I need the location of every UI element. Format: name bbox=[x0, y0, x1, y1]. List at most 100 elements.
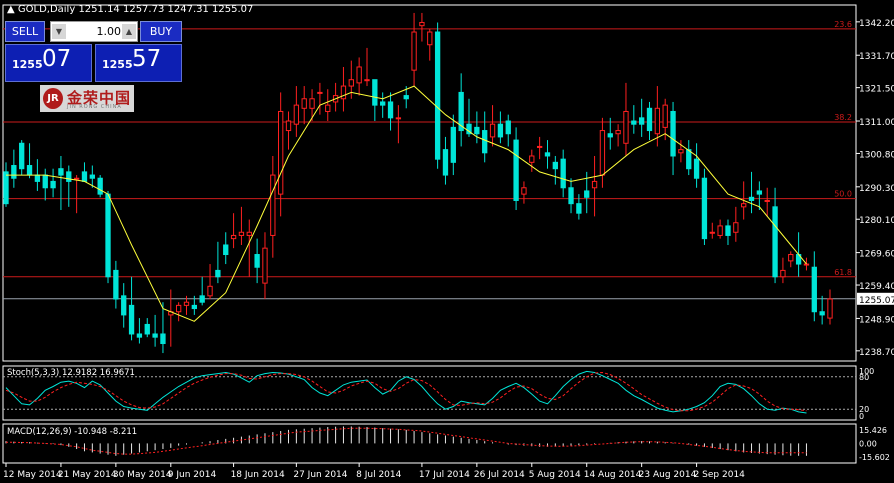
candle-body bbox=[489, 123, 496, 138]
date-label: 27 Jun 2014 bbox=[293, 470, 347, 480]
candle-body bbox=[591, 180, 598, 189]
lot-size-input[interactable]: 1.00 bbox=[96, 25, 122, 38]
logo-english-text: JIN RONG CHINA bbox=[67, 104, 122, 110]
candle-body bbox=[686, 149, 692, 170]
candle-body bbox=[160, 333, 166, 345]
candle-body bbox=[803, 263, 810, 266]
price-tick-label: 1269.60 bbox=[859, 250, 894, 260]
moving-average-line bbox=[6, 85, 807, 322]
one-click-trading-panel: SELL ▼ 1.00 ▲ BUY 1255 07 1255 57 bbox=[5, 21, 182, 82]
candle-body bbox=[293, 104, 300, 125]
price-tick-label: 1321.50 bbox=[859, 85, 894, 95]
candle-body bbox=[568, 187, 574, 205]
candle-body bbox=[419, 21, 425, 27]
candle-body bbox=[66, 171, 72, 182]
stoch-d-line bbox=[5, 371, 807, 412]
candle-body bbox=[395, 117, 402, 120]
current-price-tag bbox=[857, 292, 894, 305]
symbol-label: GOLD,Daily bbox=[17, 4, 76, 15]
price-tick-label: 1248.90 bbox=[859, 315, 894, 325]
date-label: 14 Aug 2014 bbox=[584, 470, 642, 480]
date-label: 18 Jun 2014 bbox=[231, 470, 285, 480]
candle-body bbox=[73, 177, 80, 180]
lot-size-stepper[interactable]: ▼ 1.00 ▲ bbox=[50, 21, 138, 42]
price-tick-label: 1280.10 bbox=[859, 216, 894, 226]
price-tick-label: 1300.80 bbox=[859, 150, 894, 160]
candle-body bbox=[175, 304, 182, 313]
candle-body bbox=[34, 174, 41, 182]
candle-body bbox=[576, 203, 582, 214]
price-tick-label: 1290.30 bbox=[859, 184, 894, 194]
candle-body bbox=[121, 295, 127, 316]
sell-button[interactable]: SELL bbox=[5, 21, 45, 42]
fib-level-label: 50.0 bbox=[834, 190, 852, 199]
stoch-scale-label: 80 bbox=[859, 373, 869, 382]
date-label: 21 May 2014 bbox=[58, 470, 117, 480]
lot-decrease-icon[interactable]: ▼ bbox=[52, 24, 66, 39]
candle-body bbox=[646, 107, 653, 132]
candle-body bbox=[364, 79, 370, 82]
candle-body bbox=[780, 269, 786, 278]
candle-body bbox=[223, 244, 229, 256]
candle-body bbox=[741, 203, 747, 208]
candle-body bbox=[623, 110, 629, 144]
candle-body bbox=[772, 206, 778, 278]
candle-body bbox=[50, 180, 56, 189]
stoch-label: Stoch(5,3,3) 12.9182 16.9671 bbox=[7, 368, 135, 378]
date-label: 5 Aug 2014 bbox=[529, 470, 581, 480]
candle-body bbox=[631, 120, 637, 125]
candle-body bbox=[725, 225, 731, 236]
candle-body bbox=[113, 269, 119, 300]
candle-body bbox=[450, 126, 456, 163]
collapse-triangle-icon[interactable]: ▲ bbox=[7, 4, 18, 15]
buy-button[interactable]: BUY bbox=[140, 21, 182, 42]
candle-body bbox=[693, 158, 700, 179]
candle-body bbox=[340, 85, 347, 100]
candle-body bbox=[183, 301, 190, 306]
candle-body bbox=[615, 130, 621, 135]
candle-body bbox=[584, 190, 590, 198]
candle-body bbox=[560, 158, 566, 189]
candle-body bbox=[529, 155, 535, 163]
candle-body bbox=[788, 254, 794, 262]
macd-scale-label: -15.602 bbox=[859, 453, 890, 462]
candle-body bbox=[709, 231, 715, 234]
candle-body bbox=[128, 304, 135, 335]
candle-body bbox=[380, 101, 386, 106]
main-pane-frame bbox=[2, 4, 857, 362]
candle-body bbox=[638, 117, 645, 125]
candle-body bbox=[348, 79, 354, 87]
date-label: 9 Jun 2014 bbox=[168, 470, 217, 480]
buy-price-box[interactable]: 1255 57 bbox=[95, 44, 182, 82]
broker-logo: JR 金荣中国 JIN RONG CHINA bbox=[40, 85, 134, 112]
candle-body bbox=[819, 311, 825, 316]
date-label: 2 Sep 2014 bbox=[694, 470, 746, 480]
fib-level-label: 23.6 bbox=[834, 20, 852, 29]
ohlc-values: 1251.14 1257.73 1247.31 1255.07 bbox=[78, 4, 254, 15]
candle-body bbox=[191, 304, 198, 310]
candle-body bbox=[19, 142, 25, 170]
candle-body bbox=[136, 333, 143, 338]
macd-scale-label: 15.426 bbox=[859, 426, 887, 435]
candle-body bbox=[482, 130, 488, 154]
candle-body bbox=[97, 177, 103, 195]
candle-body bbox=[230, 234, 237, 240]
candle-body bbox=[662, 104, 668, 128]
logo-chinese-text: 金荣中国 bbox=[67, 89, 132, 107]
candle-body bbox=[215, 269, 221, 278]
logo-mark-icon: JR bbox=[43, 88, 63, 109]
candle-body bbox=[58, 168, 64, 176]
sell-price-box[interactable]: 1255 07 bbox=[5, 44, 92, 82]
candle-body bbox=[356, 66, 362, 84]
candle-body bbox=[599, 130, 606, 176]
fib-level-label: 38.2 bbox=[834, 113, 852, 122]
stoch-scale-label: 20 bbox=[859, 405, 869, 414]
lot-increase-icon[interactable]: ▲ bbox=[122, 24, 136, 39]
chart-header: ▲ GOLD,Daily 1251.14 1257.73 1247.31 125… bbox=[7, 4, 253, 15]
candle-body bbox=[442, 149, 449, 176]
candle-body bbox=[301, 98, 307, 109]
candle-body bbox=[42, 174, 48, 189]
candle-body bbox=[670, 110, 676, 157]
candle-body bbox=[387, 101, 394, 119]
